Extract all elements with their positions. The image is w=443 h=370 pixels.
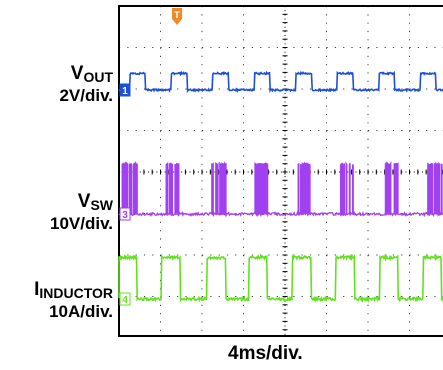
channel-markers: 1 3 4 T [120,8,182,306]
ch4-marker-text: 4 [122,295,128,306]
iinductor-trace [119,256,443,300]
ch1-marker-text: 1 [122,86,128,97]
vsw-trace [119,163,443,215]
ch4-marker: 4 [120,293,130,306]
vsw-line [119,163,443,215]
vout-line [119,73,443,91]
ch3-marker-text: 3 [122,210,128,221]
trigger-marker-text: T [174,10,180,20]
ch1-marker: 1 [120,84,130,97]
vout-trace [119,73,443,91]
iinductor-line [119,256,443,300]
plot-traces [119,73,443,301]
ch3-marker: 3 [120,208,130,221]
trigger-marker: T [172,8,182,25]
x-axis-scale: 4ms/div. [228,343,303,365]
